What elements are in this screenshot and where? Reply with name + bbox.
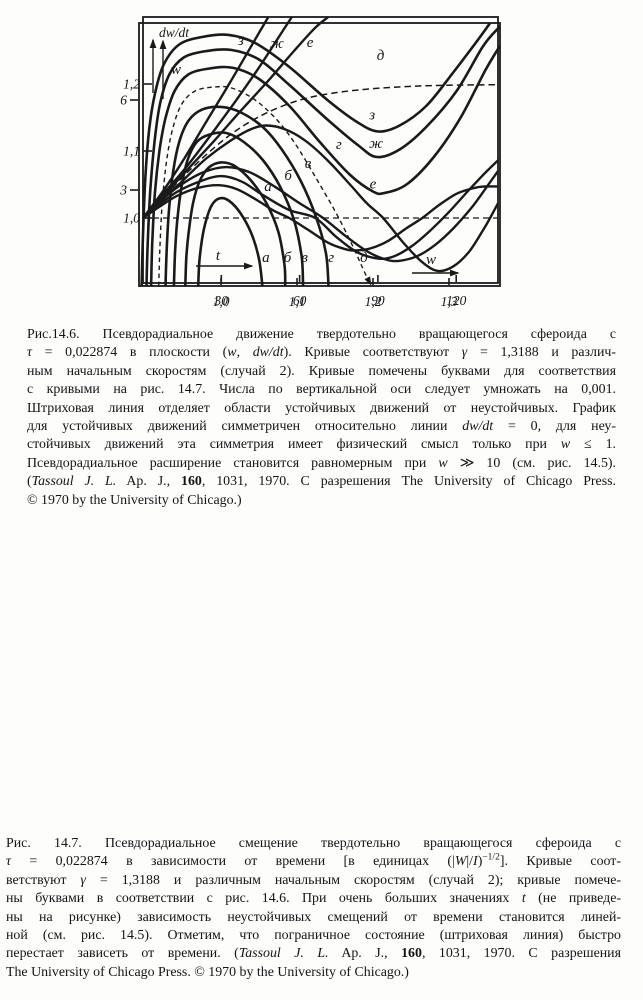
axis-label-t: t: [216, 248, 221, 264]
curve-label-б: б: [284, 250, 292, 266]
caption-line: ны на рисунке) зависимость неустойчивых …: [6, 909, 621, 925]
caption-line: τ = 0,022874 в зависимости от времени [в…: [6, 852, 621, 870]
caption-line: ной (см. рис. 14.5). Отметим, что погран…: [6, 928, 621, 944]
caption-line: © 1970 by the University of Chicago.): [27, 492, 242, 508]
y-tick-label: 6: [120, 93, 127, 108]
curve-label-а: а: [264, 179, 272, 195]
x-tick-label: 60: [293, 293, 307, 308]
axis-arrowhead: [149, 38, 157, 48]
y-tick-label: 1,2: [123, 77, 140, 92]
curve-label-е: е: [370, 177, 377, 193]
caption-line: Рис. 14.7. Псевдорадиальное смещение тве…: [6, 836, 621, 851]
curve-label-д: д: [360, 250, 368, 266]
axis-arrowhead: [159, 39, 167, 49]
y-tick-label: 1,1: [123, 144, 140, 159]
curve-в: [142, 165, 499, 263]
y-tick-label: 1,0: [123, 211, 140, 226]
caption-line: The University of Chicago Press. © 1970 …: [6, 964, 409, 980]
x-tick-label: 30: [214, 293, 229, 308]
x-tick-label: 1,2: [365, 294, 382, 309]
axis-arrowhead: [450, 269, 460, 277]
caption-figure-14-7: Рис. 14.7. Псевдорадиальное смещение тве…: [6, 835, 621, 982]
caption-line: ветствуют γ = 1,3188 и различным начальн…: [6, 872, 621, 888]
series-group: [142, 16, 499, 273]
curve-г: [142, 124, 499, 273]
caption-line: Псевдорадиальное расширение становится р…: [27, 455, 616, 471]
caption-line: стойчивых движений эта симметрия имеет ф…: [27, 437, 616, 453]
curve-label-з: з: [237, 33, 244, 49]
axis-label-w: w: [171, 62, 181, 78]
caption-line: ным начальным скоростям (случай 2). Крив…: [27, 363, 616, 379]
x-tick-label: 1,3: [441, 294, 458, 309]
curve-е: [142, 16, 330, 219]
curve-label-г: г: [336, 137, 342, 153]
caption-line: для устойчивых движений симметричен отно…: [27, 419, 616, 435]
curve-б: [184, 161, 287, 287]
caption-line: (Tassoul J. L. Ap. J., 160, 1031, 1970. …: [27, 474, 616, 490]
axis-arrowhead: [244, 262, 254, 270]
curve-д: [142, 83, 499, 219]
curve-д: [158, 85, 372, 287]
curve-е: [149, 45, 501, 287]
curve-а: [142, 183, 499, 252]
x-tick-label: 1,1: [289, 294, 306, 309]
x-tick-label: 120: [446, 293, 467, 308]
curve-label-з: з: [368, 108, 375, 124]
curve-з: [140, 22, 492, 287]
curve-label-ж: ж: [369, 136, 383, 152]
x-tick-label: 90: [371, 293, 385, 308]
curve-label-ж: ж: [270, 36, 284, 52]
caption-line: ны буквами в соответствии с рис. 14.6. П…: [6, 891, 621, 907]
curve-з: [142, 16, 270, 219]
axis-label-w: w: [426, 252, 436, 268]
caption-line: с кривыми на рис. 14.7. Числа по вертика…: [27, 382, 616, 398]
caption-figure-14-6: Рис.14.6. Псевдорадиальное движение твер…: [27, 326, 616, 510]
plot-border: [142, 16, 499, 284]
curve-label-в: в: [301, 250, 308, 266]
caption-line: Штриховая линия отделяет области устойчи…: [27, 400, 616, 416]
curve-б: [142, 159, 499, 261]
curve-в: [172, 131, 305, 287]
curve-ж: [145, 25, 501, 287]
x-tick-label: 1,0: [213, 294, 230, 309]
curve-label-а: а: [262, 250, 270, 266]
caption-line: τ = 0,022874 в плоскости (w, dw/dt). Кри…: [27, 345, 617, 361]
curve-label-е: е: [307, 35, 314, 51]
curve-а: [196, 196, 264, 287]
curve-label-д: д: [377, 48, 385, 64]
curve-ж: [142, 16, 293, 219]
curve-label-г: г: [328, 250, 334, 266]
curve-label-в: в: [305, 156, 312, 172]
caption-line: перестает зависеть от времени. (Tassoul …: [6, 946, 621, 962]
curve-label-б: б: [284, 168, 292, 184]
axis-label-dw/dt: dw/dt: [159, 25, 190, 40]
caption-line: Рис.14.6. Псевдорадиальное движение твер…: [27, 327, 616, 342]
y-tick-label: 3: [119, 183, 127, 198]
